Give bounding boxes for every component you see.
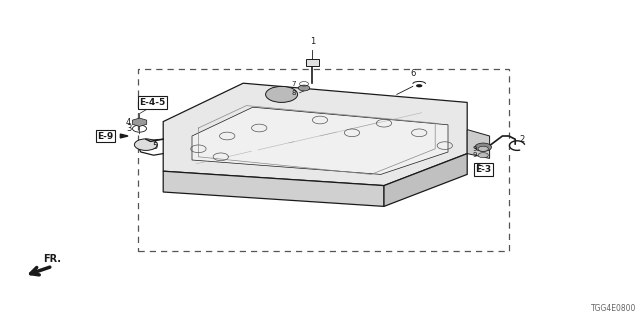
Text: 6: 6: [410, 69, 415, 78]
FancyBboxPatch shape: [306, 59, 319, 66]
Circle shape: [475, 143, 492, 151]
Text: 1: 1: [310, 37, 315, 46]
Polygon shape: [467, 130, 490, 158]
Text: TGG4E0800: TGG4E0800: [591, 304, 637, 313]
Text: 8: 8: [291, 91, 296, 96]
Circle shape: [478, 153, 488, 158]
Text: 5: 5: [152, 142, 157, 151]
Text: FR.: FR.: [44, 254, 61, 264]
Text: 2: 2: [520, 135, 525, 144]
Text: 3: 3: [127, 124, 132, 133]
Polygon shape: [120, 134, 128, 138]
Text: E-4-5: E-4-5: [139, 98, 166, 107]
Polygon shape: [192, 107, 448, 174]
Polygon shape: [384, 154, 467, 206]
Circle shape: [298, 85, 310, 91]
Text: E-3: E-3: [475, 165, 492, 174]
Circle shape: [416, 84, 422, 87]
Polygon shape: [163, 171, 384, 206]
Text: 9: 9: [472, 152, 477, 158]
Text: 4: 4: [125, 118, 131, 127]
Circle shape: [266, 86, 298, 102]
Circle shape: [134, 139, 157, 150]
Polygon shape: [163, 83, 467, 186]
Circle shape: [478, 146, 488, 151]
Text: E-9: E-9: [97, 132, 114, 140]
Text: 7: 7: [291, 81, 296, 87]
Text: 9: 9: [472, 146, 477, 152]
